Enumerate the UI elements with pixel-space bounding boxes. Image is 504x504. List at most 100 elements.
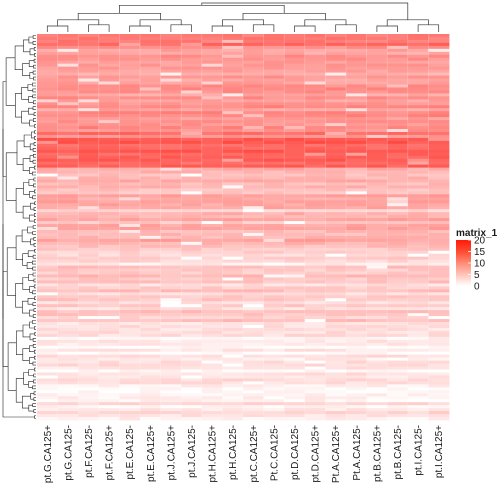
heatmap-cell xyxy=(387,212,409,216)
heatmap-cell xyxy=(366,105,388,109)
heatmap-cell xyxy=(346,241,367,246)
heatmap-cell xyxy=(98,253,120,258)
dendrogram-branch xyxy=(15,93,22,118)
heatmap-cell xyxy=(78,54,100,59)
heatmap-cell xyxy=(181,143,203,148)
heatmap-cell xyxy=(119,384,141,388)
heatmap-cell xyxy=(160,137,182,142)
heatmap-cell xyxy=(119,93,141,97)
heatmap-cell xyxy=(243,72,264,76)
heatmap-cell xyxy=(57,123,79,127)
heatmap-cell xyxy=(284,399,306,403)
heatmap-cell xyxy=(284,143,306,148)
heatmap-cell xyxy=(57,304,79,308)
heatmap-cell xyxy=(263,271,285,275)
heatmap-cell xyxy=(160,81,182,85)
heatmap-cell xyxy=(243,224,264,228)
heatmap-cell xyxy=(57,265,79,269)
heatmap-cell xyxy=(325,200,347,204)
heatmap-cell xyxy=(98,363,120,367)
heatmap-cell xyxy=(57,96,79,100)
heatmap-cell xyxy=(325,307,347,311)
heatmap-cell xyxy=(98,357,120,362)
heatmap-cell xyxy=(98,411,120,415)
heatmap-cell xyxy=(263,286,285,290)
heatmap-cell xyxy=(243,232,264,237)
heatmap-cell xyxy=(428,363,450,367)
heatmap-cell xyxy=(243,191,264,195)
heatmap-cell xyxy=(243,247,264,252)
heatmap-cell xyxy=(140,212,161,216)
heatmap-cell xyxy=(284,408,306,412)
heatmap-cell xyxy=(201,414,223,418)
heatmap-cell xyxy=(140,34,161,38)
heatmap-cell xyxy=(222,322,244,326)
heatmap-cell xyxy=(325,363,347,367)
heatmap-cell xyxy=(140,393,161,397)
heatmap-cell xyxy=(78,345,100,350)
heatmap-cell xyxy=(57,396,79,400)
heatmap-cell xyxy=(160,66,182,71)
heatmap-cell xyxy=(222,235,244,240)
heatmap-cell xyxy=(140,72,161,76)
heatmap-cell xyxy=(201,265,223,269)
heatmap-cell xyxy=(366,111,388,115)
heatmap-cell xyxy=(181,111,203,115)
heatmap-cell xyxy=(160,194,182,198)
heatmap-cell xyxy=(407,176,429,180)
heatmap-cell xyxy=(222,221,244,225)
heatmap-cell xyxy=(325,235,347,240)
heatmap-cell xyxy=(346,327,367,332)
heatmap-cell xyxy=(387,108,409,112)
heatmap-cell xyxy=(366,167,388,171)
heatmap-cell xyxy=(407,158,429,163)
heatmap-cell xyxy=(428,265,450,269)
heatmap-cell xyxy=(284,212,306,216)
heatmap-cell xyxy=(387,75,409,79)
heatmap-cell xyxy=(160,265,182,269)
heatmap-cell xyxy=(387,140,409,145)
heatmap-cell xyxy=(304,396,326,400)
heatmap-cell xyxy=(78,93,100,97)
heatmap-cell xyxy=(243,235,264,240)
heatmap-cell xyxy=(98,313,120,317)
heatmap-cell xyxy=(98,387,120,391)
heatmap-cell xyxy=(98,69,120,73)
dendrogram-branch xyxy=(34,355,36,360)
heatmap-cell xyxy=(304,381,326,385)
heatmap-cell xyxy=(243,399,264,403)
heatmap-cell xyxy=(284,229,306,234)
heatmap-cell xyxy=(119,75,141,79)
column-label: pt.D.CA125+ xyxy=(311,425,322,483)
heatmap-cell xyxy=(243,259,264,264)
heatmap-cell xyxy=(98,324,120,329)
heatmap-cell xyxy=(119,194,141,198)
heatmap-cell xyxy=(201,155,223,160)
heatmap-cell xyxy=(160,253,182,258)
heatmap-cell xyxy=(304,164,326,169)
heatmap-cell xyxy=(428,54,450,59)
heatmap-cell xyxy=(428,63,450,68)
heatmap-cell xyxy=(160,140,182,145)
heatmap-cell xyxy=(160,96,182,100)
heatmap-cell xyxy=(263,336,285,341)
heatmap-cell xyxy=(78,176,100,180)
heatmap-cell xyxy=(201,212,223,216)
heatmap-cell xyxy=(387,289,409,293)
dendrogram-branch xyxy=(33,391,36,396)
heatmap-cell xyxy=(263,69,285,73)
heatmap-cell xyxy=(325,366,347,370)
heatmap-cell xyxy=(284,200,306,204)
heatmap-cell xyxy=(387,146,409,151)
heatmap-cell xyxy=(37,209,58,213)
heatmap-cell xyxy=(119,117,141,121)
heatmap-cell xyxy=(222,292,244,296)
heatmap-cell xyxy=(201,75,223,79)
heatmap-cell xyxy=(98,60,120,65)
heatmap-cell xyxy=(284,310,306,314)
heatmap-cell xyxy=(98,417,120,421)
heatmap-cell xyxy=(284,158,306,163)
heatmap-cell xyxy=(181,221,203,225)
heatmap-cell xyxy=(243,369,264,373)
heatmap-cell xyxy=(160,390,182,394)
